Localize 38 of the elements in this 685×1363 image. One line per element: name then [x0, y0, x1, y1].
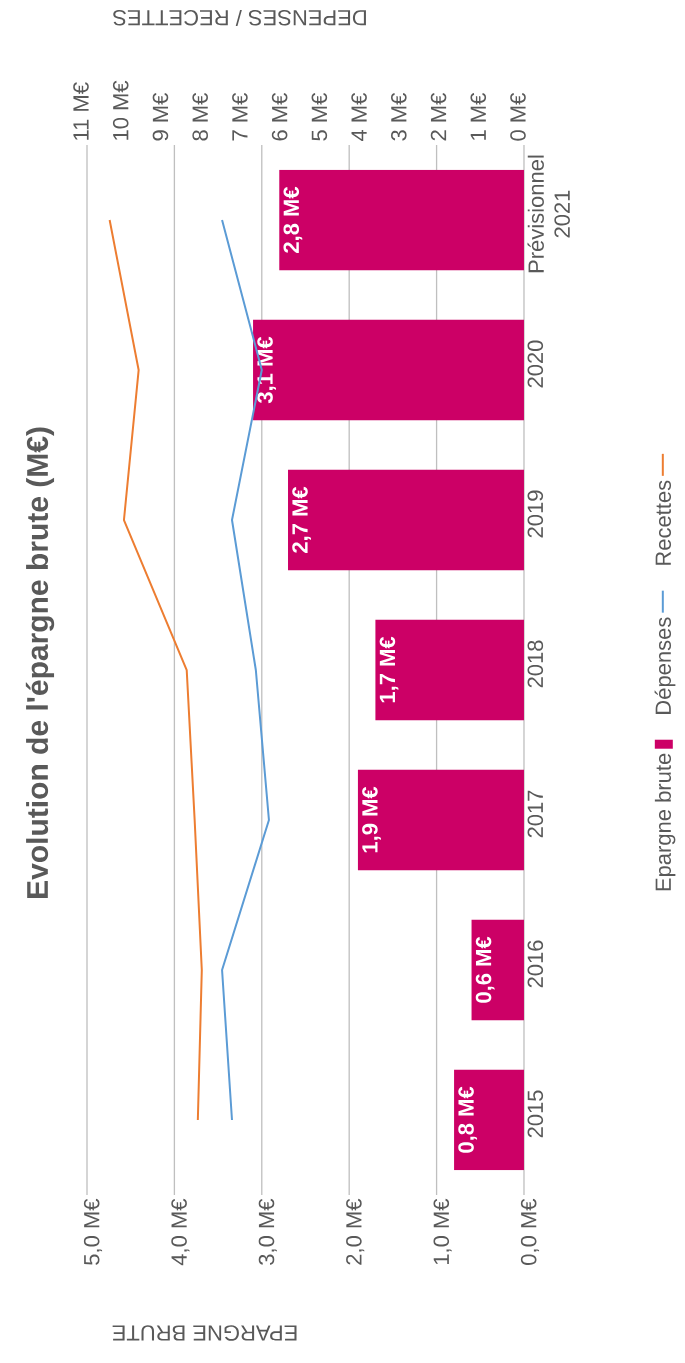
y-tick-label: 2020 [527, 340, 544, 388]
x2-tick-label: 9 M€ [152, 92, 169, 141]
x2-tick-label: 1 M€ [470, 92, 487, 140]
x-tick-label: 0,0 M€ [520, 1198, 540, 1265]
legend-label: Epargne brute [654, 753, 676, 891]
x2-tick-label: 4 M€ [351, 92, 367, 141]
data-label: 3,1 M€ [257, 336, 277, 404]
y-tick-label: Prévisionnel 2021 [527, 155, 570, 273]
x-tick-label: 3,0 M€ [258, 1198, 277, 1265]
data-label: 0,6 M€ [475, 936, 495, 1003]
data-label: 2,7 M€ [292, 486, 311, 553]
x2-tick-label: 3 M€ [391, 92, 407, 141]
x2-tick-label: 8 M€ [192, 92, 208, 141]
legend-label: Recettes [655, 480, 672, 565]
x2-tick-label: 11 M€ [73, 82, 89, 140]
y-tick-label: 2017 [527, 790, 544, 838]
x2-tick-label: 0 M€ [510, 92, 526, 141]
y-tick-label: 2015 [527, 1090, 544, 1138]
x2-tick-label: 7 M€ [232, 92, 248, 141]
x2-tick-label: 6 M€ [271, 92, 288, 141]
x2-tick-label: 2 M€ [430, 92, 447, 141]
x-tick-label: 2,0 M€ [346, 1198, 365, 1265]
x-tick-label: 5,0 M€ [83, 1198, 103, 1265]
legend-label: Dépenses [654, 617, 676, 714]
y-tick-label: 2016 [527, 940, 544, 988]
x2-axis-title: DEPENSES / RECETTES [113, 9, 366, 27]
x2-tick-label: 5 M€ [311, 92, 328, 141]
y-tick-label: 2018 [527, 640, 544, 688]
x-tick-label: 4,0 M€ [171, 1198, 190, 1266]
data-label: 2,8 M€ [283, 186, 303, 253]
data-label: 1,7 M€ [379, 636, 399, 703]
y-tick-label: 2019 [527, 490, 544, 538]
x-tick-label: 1,0 M€ [433, 1198, 452, 1265]
x-axis-title: EPARGNE BRUTE [112, 1325, 297, 1341]
data-label: 1,9 M€ [362, 786, 381, 853]
text: Evolution de l'épargne brute (M€) [25, 427, 55, 898]
data-label: 0,8 M€ [458, 1086, 478, 1153]
x2-tick-label: 10 M€ [112, 80, 129, 140]
